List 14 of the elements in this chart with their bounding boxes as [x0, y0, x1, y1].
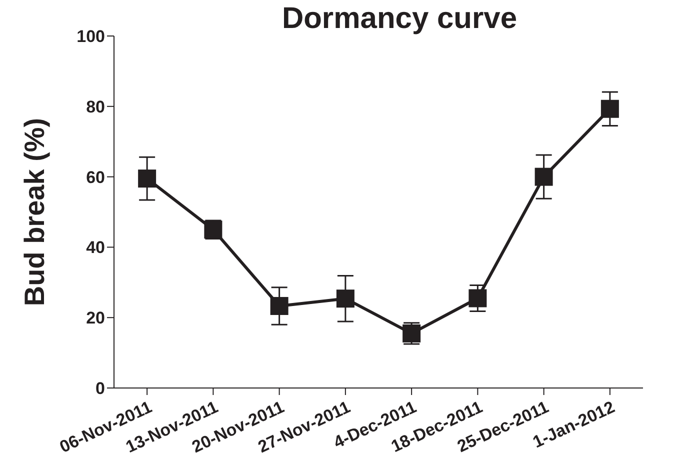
y-tick-label: 60	[86, 168, 105, 187]
point	[600, 100, 619, 118]
point	[336, 290, 354, 308]
y-tick-label: 20	[86, 308, 105, 328]
y-tick-label: 80	[86, 97, 105, 116]
y-tick-label: 0	[96, 379, 105, 398]
point	[534, 168, 553, 186]
chart-title: Dormancy curve	[280, 2, 518, 36]
y-axis-title: Bud break (%)	[18, 118, 50, 306]
point	[468, 289, 487, 308]
y-tick-label: 40	[86, 238, 105, 258]
point	[270, 296, 288, 315]
point	[138, 170, 156, 188]
y-tick-label: 100	[76, 27, 105, 46]
